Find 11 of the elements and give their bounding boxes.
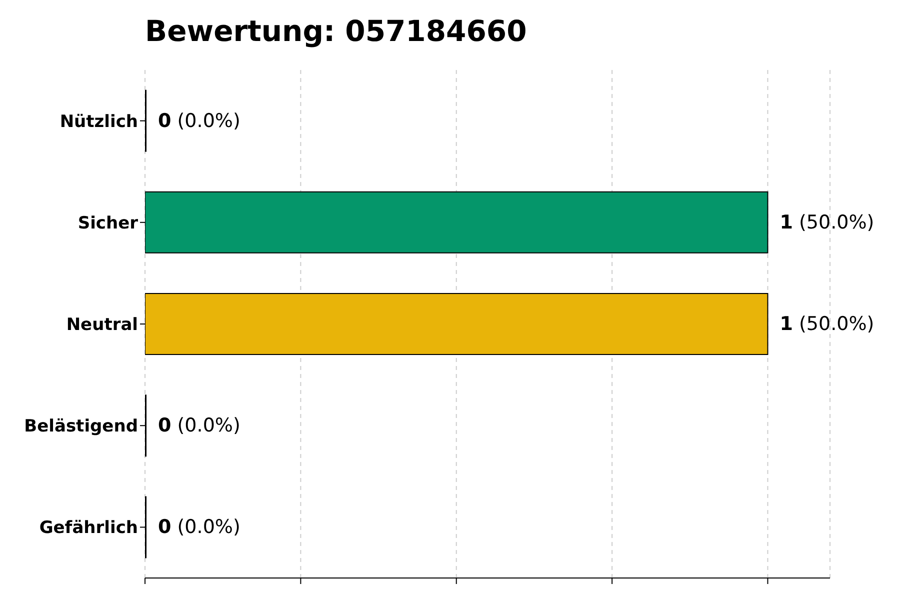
data-label: 0 (0.0%) xyxy=(158,516,240,538)
y-tick-label: Sicher xyxy=(78,213,139,234)
data-label: 0 (0.0%) xyxy=(158,414,240,437)
y-tick-label: Belästigend xyxy=(24,416,138,437)
data-label: 0 (0.0%) xyxy=(158,110,240,132)
chart-title: Bewertung: 057184660 xyxy=(144,13,528,50)
y-tick-label: Neutral xyxy=(66,315,138,336)
data-label: 1 (50.0%) xyxy=(780,211,874,234)
data-label: 1 (50.0%) xyxy=(780,313,874,336)
y-tick-label: Gefährlich xyxy=(39,518,138,538)
y-tick-label: Nützlich xyxy=(60,112,138,132)
